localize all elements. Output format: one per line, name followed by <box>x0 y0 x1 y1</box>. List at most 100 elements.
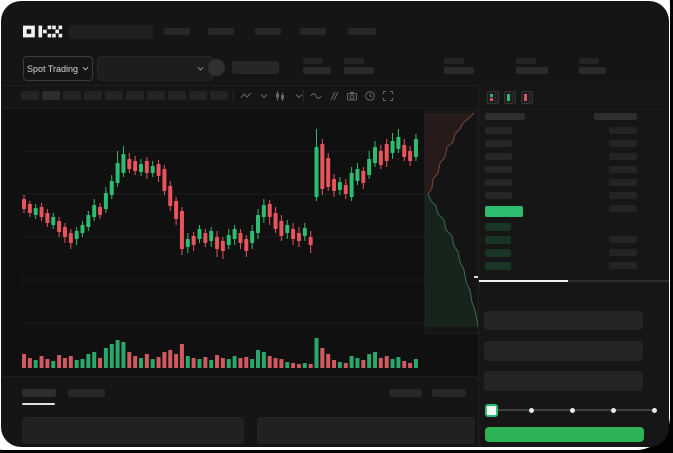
timeframe-pill-skeleton[interactable] <box>147 91 165 100</box>
nav-item-skeleton[interactable] <box>208 28 234 35</box>
combined-glyph <box>490 94 493 101</box>
toolbar-separator <box>233 90 234 102</box>
ticker-stat-value-skeleton <box>579 67 606 74</box>
slider-stop-dot[interactable] <box>651 407 657 413</box>
nav-item-skeleton[interactable] <box>255 28 281 35</box>
ticker-stat-value-skeleton <box>303 67 331 74</box>
ticker-stat-label-skeleton <box>579 58 599 64</box>
bid-price-skeleton[interactable] <box>485 236 511 244</box>
ask-price-skeleton[interactable] <box>485 127 512 134</box>
slider-stop-dot[interactable] <box>569 407 575 413</box>
buy-tab-indicator <box>479 280 568 282</box>
bids-glyph <box>507 94 510 101</box>
ticker-stat-label-skeleton <box>344 58 364 64</box>
panel-divider <box>478 85 479 447</box>
nav-item-skeleton[interactable] <box>300 28 326 35</box>
bid-amount-skeleton[interactable] <box>609 262 637 269</box>
chart-toolbar <box>1 85 478 109</box>
market-type-selector[interactable]: Spot Trading <box>23 56 93 81</box>
slider-stop-dot[interactable] <box>528 407 534 413</box>
bid-price-skeleton[interactable] <box>485 262 511 270</box>
bid-price-skeleton[interactable] <box>485 223 511 231</box>
candle-style-icon[interactable] <box>273 89 287 103</box>
ask-amount-skeleton[interactable] <box>609 205 637 212</box>
divider <box>478 109 669 110</box>
tab-track <box>568 280 669 282</box>
pair-selector[interactable] <box>97 56 213 81</box>
orderbook-header-skeleton <box>594 113 637 120</box>
ask-price-skeleton[interactable] <box>485 179 512 186</box>
timeframe-pill-skeleton[interactable] <box>210 91 228 100</box>
chevron-down-icon <box>82 66 89 71</box>
pair-name-skeleton <box>232 61 279 74</box>
top-nav <box>1 1 669 47</box>
bottom-tab-active[interactable] <box>22 389 56 397</box>
chevron-down-icon <box>197 66 204 71</box>
timeframe-pill-skeleton[interactable] <box>126 91 144 100</box>
nav-item-skeleton[interactable] <box>348 28 376 35</box>
ask-amount-skeleton[interactable] <box>609 140 637 147</box>
timeframe-pill-skeleton[interactable] <box>189 91 207 100</box>
timeframe-pill-skeleton[interactable] <box>42 91 60 100</box>
chevron-down-icon[interactable] <box>257 89 271 103</box>
bottom-panel-skeleton <box>257 417 475 444</box>
ask-amount-skeleton[interactable] <box>609 192 637 199</box>
ask-price-skeleton[interactable] <box>485 140 512 147</box>
divider <box>1 108 478 109</box>
bottom-panel-skeleton <box>22 417 244 444</box>
glyph-lines <box>511 94 513 101</box>
timeframe-pill-skeleton[interactable] <box>84 91 102 100</box>
bottom-stat-skeleton <box>389 389 422 397</box>
glyph-lines <box>528 94 530 101</box>
slider-handle[interactable] <box>485 404 498 417</box>
bottom-section <box>1 376 478 447</box>
wave-tool-icon[interactable] <box>309 89 323 103</box>
nav-item-skeleton[interactable] <box>164 28 190 35</box>
timeframe-pill-skeleton[interactable] <box>105 91 123 100</box>
ask-amount-skeleton[interactable] <box>609 179 637 186</box>
total-field[interactable] <box>484 371 643 391</box>
amount-field[interactable] <box>484 341 643 361</box>
ticker-stat-label-skeleton <box>303 58 323 64</box>
ask-price-skeleton[interactable] <box>485 192 512 199</box>
ask-amount-skeleton[interactable] <box>609 166 637 173</box>
coin-avatar <box>208 59 225 76</box>
buy-submit-button[interactable] <box>485 427 644 442</box>
indicators-icon[interactable] <box>239 89 253 103</box>
price-field[interactable] <box>484 311 643 330</box>
asks-glyph <box>524 94 527 101</box>
bottom-tab[interactable] <box>68 389 105 397</box>
ask-amount-skeleton[interactable] <box>609 127 637 134</box>
divider <box>1 85 669 86</box>
bid-amount-skeleton[interactable] <box>609 236 637 243</box>
orderbook-view-asks-icon[interactable] <box>521 91 533 104</box>
parallel-lines-icon[interactable] <box>327 89 341 103</box>
bid-price-skeleton[interactable] <box>485 249 511 257</box>
okx-logo[interactable] <box>23 25 64 38</box>
ask-amount-skeleton[interactable] <box>609 153 637 160</box>
bid-amount-skeleton[interactable] <box>609 249 637 256</box>
toolbar-separator <box>303 90 304 102</box>
search-input[interactable] <box>69 25 153 39</box>
orderbook-header-skeleton <box>485 113 525 120</box>
fullscreen-icon[interactable] <box>381 89 395 103</box>
ask-price-skeleton[interactable] <box>485 166 512 173</box>
ticker-stat-label-skeleton <box>444 58 464 64</box>
device-screen: Spot Trading <box>1 1 669 447</box>
bottom-stat-skeleton <box>432 389 466 397</box>
chevron-down-icon[interactable] <box>292 89 306 103</box>
ask-price-skeleton[interactable] <box>485 153 512 160</box>
timeframe-pill-skeleton[interactable] <box>21 91 39 100</box>
orderbook-view-bids-icon[interactable] <box>504 91 516 104</box>
camera-icon[interactable] <box>345 89 359 103</box>
candlestick-chart[interactable] <box>1 1 669 447</box>
ticker-stat-value-skeleton <box>344 67 374 74</box>
slider-stop-dot[interactable] <box>610 407 616 413</box>
timeframe-pill-skeleton[interactable] <box>63 91 81 100</box>
orderbook-view-combined-icon[interactable] <box>487 91 499 104</box>
history-icon[interactable] <box>363 89 377 103</box>
ticker-stat-label-skeleton <box>516 58 536 64</box>
last-price-badge <box>485 206 523 217</box>
timeframe-pill-skeleton[interactable] <box>168 91 186 100</box>
